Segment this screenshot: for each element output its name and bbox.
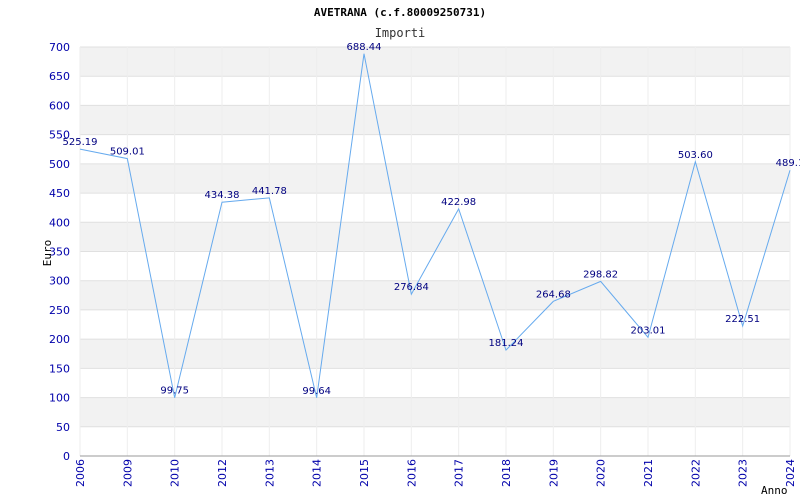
x-tick-label: 2013 xyxy=(263,459,276,487)
data-label: 434.38 xyxy=(205,190,240,201)
x-tick-label: 2023 xyxy=(737,459,750,487)
grid-band xyxy=(80,47,790,77)
y-tick-label: 500 xyxy=(49,158,70,171)
y-tick-label: 300 xyxy=(49,275,70,288)
data-label: 181.24 xyxy=(489,338,524,349)
data-label: 441.78 xyxy=(252,186,287,197)
y-tick-label: 550 xyxy=(49,129,70,142)
grid-band xyxy=(80,222,790,252)
x-tick-label: 2016 xyxy=(405,459,418,487)
y-tick-label: 200 xyxy=(49,333,70,346)
x-tick-label: 2014 xyxy=(311,459,324,487)
data-label: 688.44 xyxy=(347,42,382,53)
x-tick-label: 2022 xyxy=(689,459,702,487)
x-tick-label: 2006 xyxy=(74,459,87,487)
data-label: 525.19 xyxy=(63,137,98,148)
data-label: 203.01 xyxy=(631,325,666,336)
data-label: 422.98 xyxy=(441,197,476,208)
data-label: 99.75 xyxy=(160,386,189,397)
x-tick-label: 2009 xyxy=(121,459,134,487)
x-tick-label: 2010 xyxy=(169,459,182,487)
x-tick-label: 2019 xyxy=(547,459,560,487)
data-label: 99.64 xyxy=(302,386,331,397)
series-line xyxy=(79,53,791,398)
y-tick-label: 700 xyxy=(49,41,70,54)
x-tick-label: 2012 xyxy=(216,459,229,487)
x-axis-ticks: 2006 2009 2010 2012 2013 2014 2015 2016 2017 2018… xyxy=(74,459,797,487)
x-tick-label: 2021 xyxy=(642,459,655,487)
data-labels: 525.19 509.01 99.75 434.38 441.78 99.64 688.44… xyxy=(63,42,800,397)
chart-title: AVETRANA (c.f.80009250731) xyxy=(314,6,486,19)
grid-band xyxy=(80,105,790,135)
grid-band xyxy=(80,280,790,310)
data-label: 509.01 xyxy=(110,147,145,158)
x-tick-label: 2017 xyxy=(453,459,466,487)
y-tick-label: 0 xyxy=(63,450,70,463)
grid-band xyxy=(80,163,790,194)
x-tick-label: 2015 xyxy=(358,459,371,487)
grid-band xyxy=(80,397,790,427)
y-tick-label: 50 xyxy=(56,421,70,434)
y-tick-label: 150 xyxy=(49,362,70,375)
y-axis-ticks: 0 50 100 150 200 250 300 350 400 450 500 550 600 650 7… xyxy=(49,41,70,463)
y-tick-label: 650 xyxy=(49,70,70,83)
y-axis-label: Euro xyxy=(41,240,54,267)
y-tick-label: 600 xyxy=(49,99,70,112)
x-tick-label: 2024 xyxy=(784,459,797,487)
grid-bands xyxy=(80,47,790,427)
y-tick-label: 100 xyxy=(49,392,70,405)
gridlines xyxy=(79,46,791,457)
data-label: 264.68 xyxy=(536,289,571,300)
y-tick-label: 350 xyxy=(49,246,70,259)
y-tick-label: 400 xyxy=(49,216,70,229)
grid-band xyxy=(80,339,790,369)
y-tick-label: 450 xyxy=(49,187,70,200)
x-axis-label: Anno xyxy=(761,484,788,497)
data-label: 222.51 xyxy=(725,314,760,325)
data-label: 503.60 xyxy=(678,150,713,161)
chart-subtitle: Importi xyxy=(375,26,426,40)
data-label: 298.82 xyxy=(583,269,618,280)
data-label: 489.1 xyxy=(776,158,800,169)
x-tick-label: 2018 xyxy=(500,459,513,487)
data-label: 276.84 xyxy=(394,282,429,293)
y-tick-label: 250 xyxy=(49,304,70,317)
x-tick-label: 2020 xyxy=(595,459,608,487)
